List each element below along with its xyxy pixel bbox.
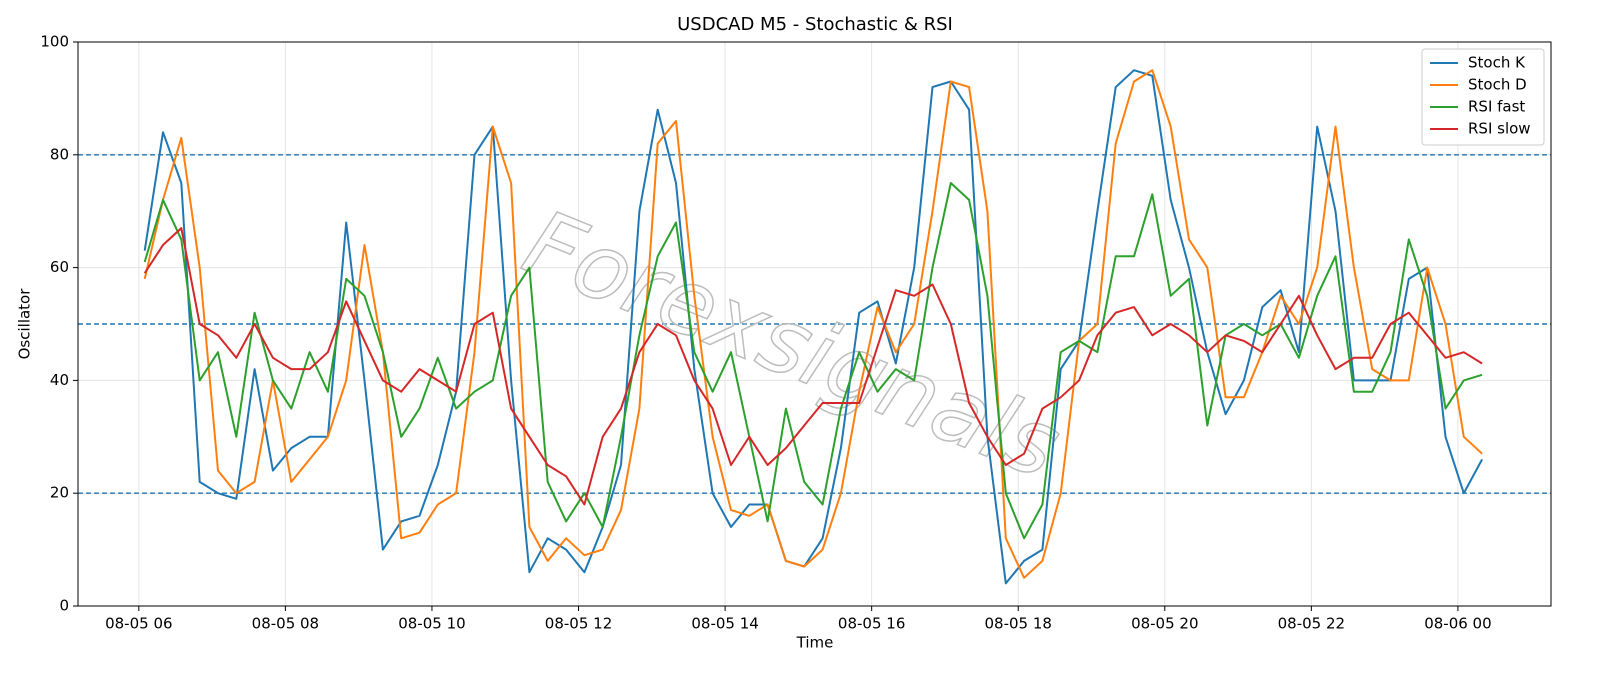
x-tick-label: 08-05 20	[1131, 615, 1198, 633]
x-tick-label: 08-06 00	[1424, 615, 1491, 633]
series-line	[143, 182, 1483, 540]
y-tick-label: 80	[50, 145, 69, 163]
y-tick-label: 60	[50, 258, 69, 276]
x-axis-label: Time	[796, 634, 834, 652]
x-tick-label: 08-05 06	[105, 615, 172, 633]
y-tick-label: 0	[59, 597, 69, 615]
x-tick-label: 08-05 22	[1278, 615, 1345, 633]
plot-frame	[77, 41, 1552, 607]
legend-label: Stoch K	[1468, 54, 1526, 72]
x-tick-label: 08-05 10	[398, 615, 465, 633]
chart-title: USDCAD M5 - Stochastic & RSI	[677, 14, 953, 35]
x-tick-label: 08-05 16	[838, 615, 905, 633]
series-line	[143, 69, 1483, 585]
x-tick-label: 08-05 18	[985, 615, 1052, 633]
legend-label: RSI slow	[1468, 120, 1531, 138]
y-axis-label: Oscillator	[16, 288, 34, 360]
series-line	[143, 227, 1483, 506]
x-tick-label: 08-05 14	[691, 615, 758, 633]
legend-label: RSI fast	[1468, 98, 1525, 116]
x-tick-label: 08-05 08	[252, 615, 319, 633]
y-tick-label: 40	[50, 371, 69, 389]
legend-label: Stoch D	[1468, 76, 1527, 94]
y-tick-label: 20	[50, 484, 69, 502]
y-tick-label: 100	[40, 33, 69, 51]
legend-box	[1421, 48, 1545, 146]
series-line	[143, 69, 1483, 579]
x-tick-label: 08-05 12	[545, 615, 612, 633]
